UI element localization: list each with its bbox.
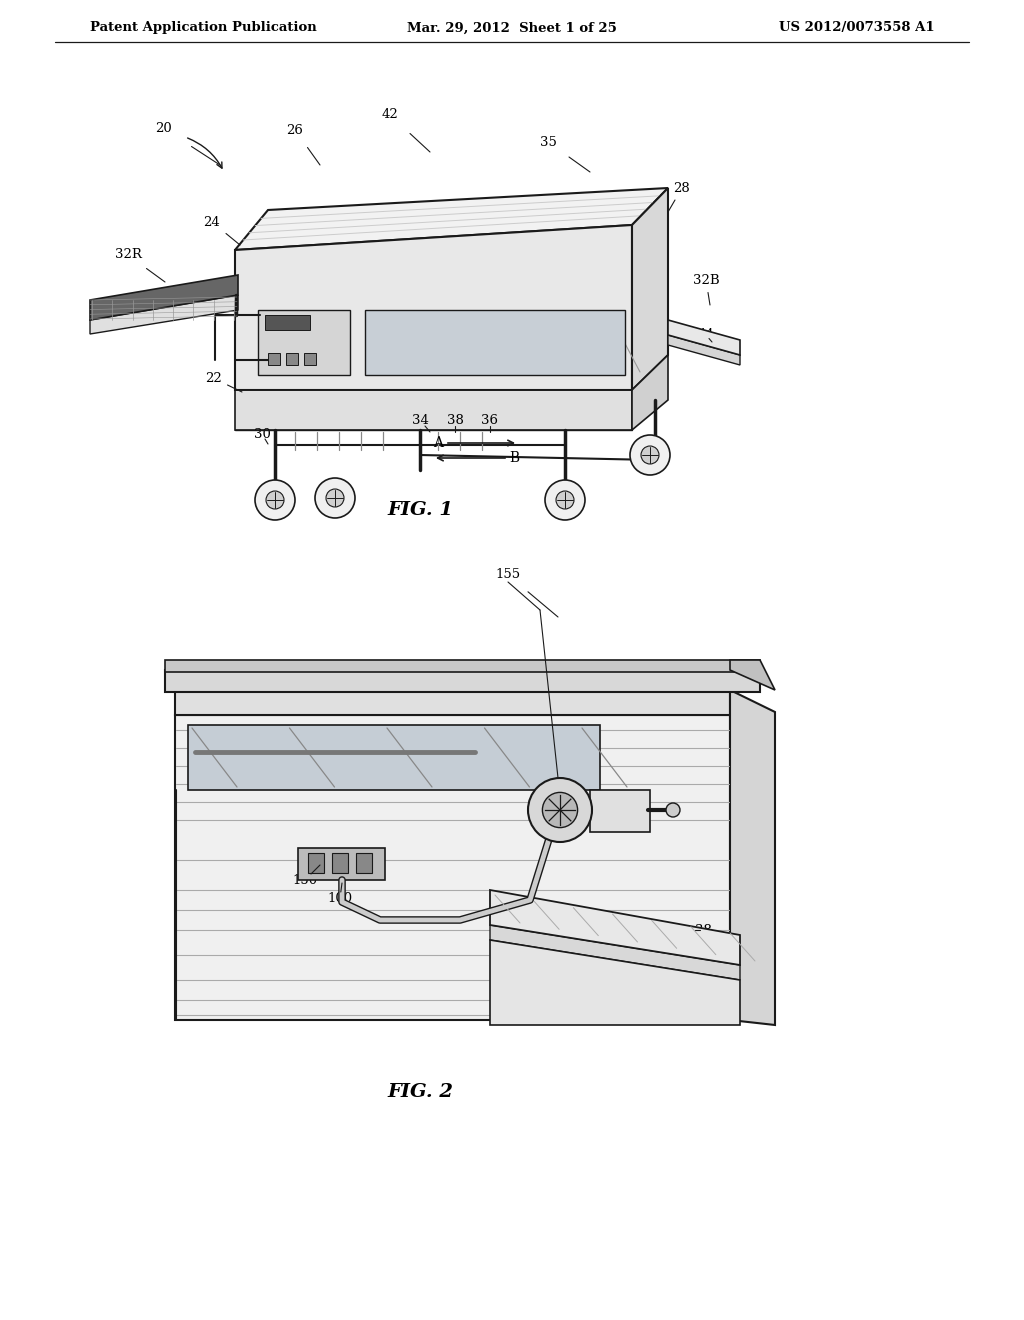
- Circle shape: [326, 488, 344, 507]
- Text: US 2012/0073558 A1: US 2012/0073558 A1: [779, 21, 935, 34]
- Text: 22: 22: [205, 371, 221, 384]
- Polygon shape: [234, 389, 632, 430]
- Bar: [356, 853, 372, 873]
- Text: 28: 28: [674, 181, 690, 194]
- Text: 38: 38: [446, 413, 464, 426]
- Polygon shape: [490, 940, 740, 1026]
- Polygon shape: [668, 319, 740, 355]
- Polygon shape: [234, 187, 668, 249]
- Bar: [286, 352, 298, 366]
- Polygon shape: [258, 310, 350, 375]
- Circle shape: [543, 792, 578, 828]
- Bar: [268, 352, 280, 366]
- Text: 26: 26: [287, 124, 303, 136]
- Circle shape: [545, 480, 585, 520]
- Text: 42: 42: [382, 108, 398, 121]
- Text: FIG. 1: FIG. 1: [387, 502, 453, 519]
- Bar: [308, 853, 324, 873]
- Polygon shape: [188, 725, 600, 789]
- Polygon shape: [90, 294, 238, 334]
- Text: 44: 44: [697, 329, 715, 342]
- Circle shape: [528, 777, 592, 842]
- Circle shape: [556, 491, 574, 510]
- Polygon shape: [165, 671, 760, 692]
- Text: 32B: 32B: [692, 273, 719, 286]
- Text: 38: 38: [694, 924, 712, 936]
- Circle shape: [315, 478, 355, 517]
- Circle shape: [266, 491, 284, 510]
- Text: 150: 150: [293, 874, 317, 887]
- Polygon shape: [668, 335, 740, 366]
- Bar: [265, 315, 310, 330]
- Text: Mar. 29, 2012  Sheet 1 of 25: Mar. 29, 2012 Sheet 1 of 25: [408, 21, 616, 34]
- Polygon shape: [234, 224, 632, 389]
- Polygon shape: [298, 847, 385, 880]
- Polygon shape: [730, 660, 775, 690]
- Polygon shape: [632, 187, 668, 389]
- Bar: [332, 853, 348, 873]
- Polygon shape: [590, 789, 650, 832]
- Circle shape: [641, 446, 659, 465]
- Polygon shape: [365, 310, 625, 375]
- Text: 100: 100: [328, 891, 352, 904]
- Text: 20: 20: [155, 121, 171, 135]
- Text: 155: 155: [496, 569, 520, 582]
- Text: Patent Application Publication: Patent Application Publication: [90, 21, 316, 34]
- Polygon shape: [490, 890, 740, 965]
- Circle shape: [666, 803, 680, 817]
- Text: 24: 24: [204, 215, 220, 228]
- Text: 35: 35: [540, 136, 556, 149]
- Polygon shape: [490, 925, 740, 979]
- Text: B: B: [509, 451, 519, 465]
- Circle shape: [255, 480, 295, 520]
- Text: FIG. 2: FIG. 2: [387, 1082, 453, 1101]
- Polygon shape: [90, 275, 238, 319]
- Text: 30: 30: [254, 428, 270, 441]
- Text: 36: 36: [481, 413, 499, 426]
- Polygon shape: [730, 690, 775, 1026]
- Polygon shape: [632, 355, 668, 430]
- Polygon shape: [175, 715, 730, 1020]
- Circle shape: [630, 436, 670, 475]
- Bar: [304, 352, 316, 366]
- Polygon shape: [165, 660, 760, 672]
- Text: A: A: [433, 436, 443, 450]
- Polygon shape: [175, 690, 730, 715]
- Text: 34: 34: [412, 413, 428, 426]
- Text: 32R: 32R: [115, 248, 141, 261]
